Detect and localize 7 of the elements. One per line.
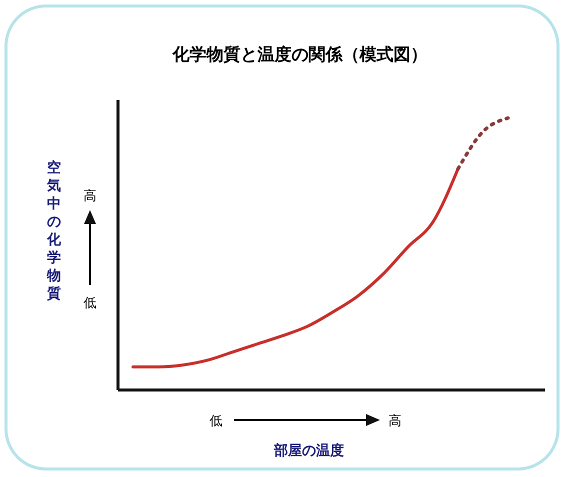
text: 高 <box>388 413 402 429</box>
text: 低 <box>210 414 222 429</box>
x-axis-title: 部屋の温度 <box>273 442 344 459</box>
text: 低 <box>84 296 96 311</box>
text: 高 <box>84 188 96 204</box>
chart-title: 化学物質と温度の関係（模式図） <box>172 45 428 65</box>
y-axis-title: 空気中の化学物質 <box>46 159 62 302</box>
